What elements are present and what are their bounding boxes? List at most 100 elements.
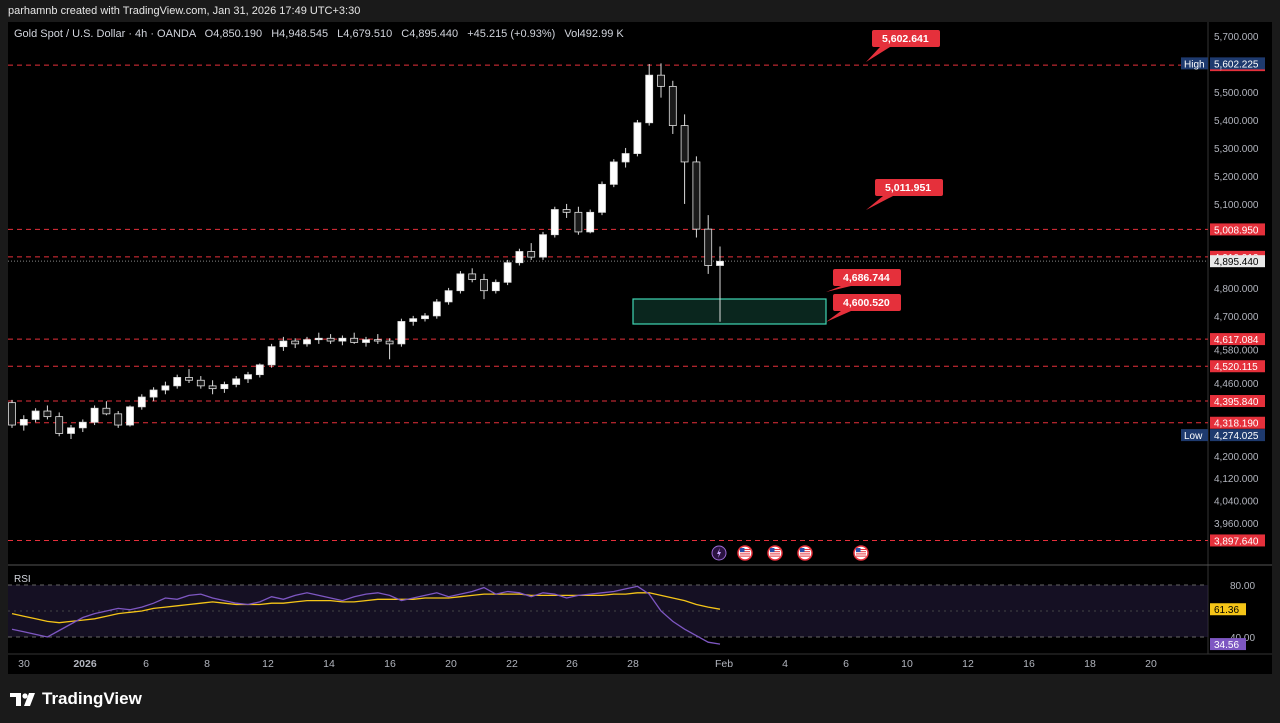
high-value: 5,602.225 bbox=[1214, 59, 1259, 70]
time-tick-label: 18 bbox=[1084, 658, 1096, 670]
current-price-value: 4,895.440 bbox=[1214, 257, 1259, 268]
candle bbox=[350, 332, 359, 344]
candle-body bbox=[397, 321, 406, 345]
candle-body bbox=[621, 153, 630, 163]
price-tick-label: 5,300.000 bbox=[1214, 144, 1259, 155]
level-price-tag[interactable]: 4,318.190 bbox=[1210, 416, 1265, 430]
candle-body bbox=[291, 340, 300, 345]
ohlc-low: L4,679.510 bbox=[337, 28, 392, 40]
level-price-tag[interactable]: 5,008.950 bbox=[1210, 223, 1265, 236]
candle bbox=[456, 271, 465, 294]
time-tick-label: 30 bbox=[18, 658, 30, 670]
us-flag-event-icon[interactable] bbox=[767, 545, 783, 561]
candle-body bbox=[444, 290, 453, 303]
economic-events[interactable] bbox=[711, 545, 869, 561]
candle-body bbox=[657, 74, 665, 87]
time-tick-label: 2026 bbox=[73, 658, 97, 670]
candle-body bbox=[90, 407, 99, 423]
low-marker[interactable]: Low 4,274.025 bbox=[1181, 429, 1265, 442]
candle-body bbox=[43, 410, 52, 418]
level-price-tag[interactable]: 3,897.640 bbox=[1210, 534, 1265, 547]
time-tick-label: 12 bbox=[962, 658, 974, 670]
callout-bg bbox=[875, 179, 943, 196]
callout-text: 4,600.520 bbox=[843, 297, 890, 309]
callout-bg bbox=[833, 294, 901, 311]
ohlc-close: C4,895.440 bbox=[401, 28, 458, 40]
price-callout[interactable]: 4,686.744 bbox=[826, 269, 901, 292]
candle-body bbox=[704, 228, 713, 266]
level-price-tag[interactable]: 4,520.115 bbox=[1210, 360, 1265, 373]
flag-stripe bbox=[770, 549, 780, 550]
us-flag-event-icon[interactable] bbox=[853, 545, 869, 561]
symbol-label[interactable]: Gold Spot / U.S. Dollar · 4h · OANDA bbox=[14, 28, 197, 40]
us-flag-event-icon[interactable] bbox=[737, 545, 753, 561]
demand-zone-box[interactable] bbox=[632, 298, 827, 325]
candle-body bbox=[598, 183, 606, 213]
time-axis[interactable]: 30 2026 6 8 12 14 16 20 22 26 28 Feb 4 6 10 12 16 18 20 bbox=[18, 658, 1157, 670]
flag-stripe bbox=[800, 553, 810, 555]
price-callout[interactable]: 4,600.520 bbox=[826, 294, 901, 322]
candle bbox=[19, 415, 28, 431]
callout-pointer bbox=[826, 311, 851, 322]
ohlc-change: +45.215 (+0.93%) bbox=[467, 28, 555, 40]
price-tick-label: 4,800.000 bbox=[1214, 284, 1259, 295]
us-flag-event-icon[interactable] bbox=[797, 545, 813, 561]
flag-stripe bbox=[856, 549, 866, 550]
time-tick-label: 22 bbox=[506, 658, 518, 670]
candle bbox=[515, 248, 524, 266]
candle-body bbox=[67, 427, 75, 434]
lightning-event-icon[interactable] bbox=[711, 545, 727, 561]
level-tag-bg bbox=[1210, 333, 1265, 346]
demand-zone[interactable] bbox=[632, 298, 827, 325]
price-callouts[interactable]: 5,602.641 5,011.951 4,686.744 4,600.520 bbox=[826, 30, 943, 322]
candle-body bbox=[149, 389, 158, 398]
current-price-tag[interactable]: 4,895.440 bbox=[1210, 255, 1265, 268]
candle bbox=[668, 80, 677, 134]
rsi-ma-line bbox=[11, 592, 721, 624]
level-tag-text: 4,318.190 bbox=[1214, 419, 1259, 430]
candle bbox=[220, 381, 229, 393]
chart-area[interactable]: Gold Spot / U.S. Dollar · 4h · OANDA O4,… bbox=[8, 22, 1272, 674]
level-price-tag[interactable]: 4,617.084 bbox=[1210, 333, 1265, 346]
level-tag-text: 4,520.115 bbox=[1214, 362, 1258, 373]
candle-body bbox=[8, 402, 16, 426]
candle-body bbox=[19, 419, 28, 426]
price-tick-label: 3,960.000 bbox=[1214, 519, 1259, 530]
candle-body bbox=[338, 337, 347, 342]
time-tick-label: 6 bbox=[843, 658, 849, 670]
candle bbox=[586, 209, 595, 234]
current-tag-bg bbox=[1210, 255, 1265, 268]
attribution-text: parhamnb created with TradingView.com, J… bbox=[8, 5, 361, 17]
candle bbox=[67, 425, 75, 440]
candle bbox=[338, 335, 347, 346]
price-callout[interactable]: 5,602.641 bbox=[866, 30, 940, 62]
candle-body bbox=[432, 301, 441, 317]
level-price-tag[interactable]: 4,395.840 bbox=[1210, 395, 1265, 408]
rsi-label[interactable]: RSI bbox=[14, 574, 31, 585]
candle-body bbox=[716, 260, 724, 266]
candle bbox=[279, 336, 288, 351]
callout-pointer bbox=[826, 286, 851, 292]
level-tag-text: 5,008.950 bbox=[1214, 225, 1259, 236]
candle bbox=[31, 408, 40, 423]
candle-body bbox=[244, 374, 252, 380]
price-chart-svg[interactable]: Gold Spot / U.S. Dollar · 4h · OANDA O4,… bbox=[8, 22, 1272, 674]
high-marker[interactable]: High 5,602.225 bbox=[1181, 57, 1265, 70]
candle bbox=[149, 387, 158, 402]
candle bbox=[362, 336, 370, 347]
price-tick-label: 4,200.000 bbox=[1214, 452, 1259, 463]
time-tick-label: 6 bbox=[143, 658, 149, 670]
tradingview-logo[interactable]: TradingView bbox=[10, 689, 142, 709]
candle-body bbox=[456, 273, 465, 292]
candle bbox=[326, 334, 335, 344]
price-callout[interactable]: 5,011.951 bbox=[866, 179, 943, 210]
flag-stripe bbox=[856, 553, 866, 555]
candle bbox=[102, 401, 111, 416]
price-axis[interactable]: 5,700.000 5,500.000 5,400.000 5,300.000 5,20… bbox=[1181, 32, 1265, 530]
candle-body bbox=[362, 339, 370, 343]
flag-stripe bbox=[770, 555, 780, 557]
flag-canton bbox=[770, 548, 775, 552]
time-tick-label: 20 bbox=[445, 658, 457, 670]
candle bbox=[680, 114, 689, 204]
